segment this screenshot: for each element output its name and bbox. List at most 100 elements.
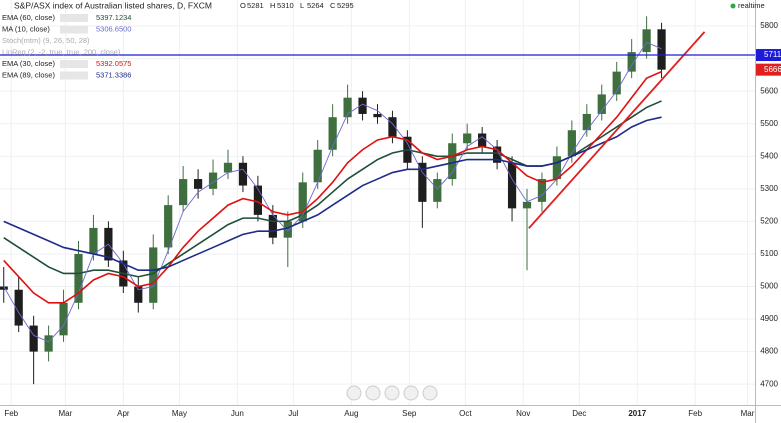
candle-body (238, 162, 248, 186)
candle-body (283, 221, 292, 238)
price-tag-label: 5666 (764, 65, 781, 74)
ohlc-label: L (300, 1, 304, 10)
legend-name: EMA (30, close) (2, 59, 55, 68)
candle-body (373, 113, 382, 118)
price-tag (756, 49, 781, 62)
candle-body (253, 185, 263, 215)
scroll-left[interactable] (346, 385, 362, 401)
legend-value: 5306.6500 (96, 24, 131, 33)
candle-body (134, 286, 143, 303)
candle-body (627, 52, 636, 72)
x-tick-label: Jun (231, 409, 244, 418)
indicator-line (3, 116, 662, 272)
candle-body (582, 113, 591, 131)
legend-buttons (60, 60, 88, 68)
candle-body (0, 286, 8, 290)
legend-value: 5392.0575 (96, 59, 131, 68)
candle-body (522, 201, 532, 209)
reset[interactable] (384, 385, 400, 401)
legend-value: 5371.3386 (96, 70, 131, 79)
candle-body (388, 117, 397, 137)
ohlc-label: H (270, 1, 275, 10)
candle-body (298, 182, 307, 222)
x-tick-label: Mar (741, 409, 755, 418)
hidden-indicator: LinReg (2, -2, true, true, 200, close) (2, 47, 121, 56)
candle-body (433, 179, 442, 202)
ohlc-label: C (330, 1, 336, 10)
ohlc-value: 5264 (307, 1, 324, 10)
trendline (528, 31, 706, 229)
candle-body (492, 146, 502, 163)
status-dot (730, 3, 736, 9)
y-tick-label: 5500 (760, 119, 778, 128)
candle-body (59, 302, 68, 336)
scroll-right[interactable] (422, 385, 438, 401)
y-tick-label: 5800 (760, 21, 778, 30)
candle-body (179, 179, 188, 206)
x-tick-label: Jul (288, 409, 298, 418)
hidden-indicator: Stoch(mtm) (9, 26, 50, 28) (2, 36, 90, 45)
status: realtime (738, 1, 765, 10)
y-tick-label: 4900 (760, 314, 778, 323)
legend-name: EMA (60, close) (2, 13, 55, 22)
indicator-line (3, 70, 662, 304)
price-tag-label: 5711 (764, 50, 781, 59)
y-tick-label: 4800 (760, 347, 778, 356)
indicator-line (3, 41, 662, 343)
x-tick-label: Mar (59, 409, 73, 418)
candle-body (597, 94, 606, 114)
nav-buttons (346, 385, 438, 401)
candle-body (14, 289, 23, 326)
x-tick-label: Oct (459, 409, 472, 418)
plot-area (0, 0, 755, 405)
zoom-in[interactable] (403, 385, 419, 401)
ohlc-value: 5310 (277, 1, 294, 10)
y-tick-label: 4700 (760, 379, 778, 388)
price-tag (756, 63, 781, 76)
candle-body (149, 247, 158, 303)
legend-name: MA (10, close) (2, 24, 50, 33)
candle-body (657, 29, 666, 70)
legend-buttons (60, 71, 88, 80)
candle-body (268, 214, 277, 238)
candle-body (552, 156, 562, 180)
x-tick-label: Aug (344, 409, 358, 418)
legend: S&P/ASX index of Australian listed share… (2, 0, 765, 80)
legend-buttons (60, 25, 88, 34)
candle-body (343, 97, 352, 118)
x-tick-label: Sep (402, 409, 417, 418)
candle-body (642, 29, 651, 53)
candle-body (478, 133, 487, 147)
x-tick-label: Feb (4, 409, 18, 418)
y-tick-label: 5300 (760, 184, 778, 193)
candle-body (567, 130, 576, 157)
y-tick-label: 5000 (760, 282, 778, 291)
candle-body (208, 172, 218, 189)
candle-body (463, 133, 472, 144)
ohlc-label: O (240, 1, 246, 10)
chart-title: S&P/ASX index of Australian listed share… (14, 0, 212, 10)
candle-body (74, 253, 83, 303)
y-tick-label: 5600 (760, 86, 778, 95)
candle-body (328, 117, 337, 150)
candle-body (193, 179, 203, 189)
x-tick-label: 2017 (628, 409, 646, 418)
ohlc-value: 5295 (337, 1, 354, 10)
x-tick-label: Feb (688, 409, 702, 418)
candle-body (164, 205, 173, 248)
x-tick-label: Dec (572, 409, 586, 418)
candle-body (448, 143, 457, 180)
candle-body (612, 71, 621, 95)
legend-buttons (60, 14, 88, 22)
candle-body (313, 149, 322, 183)
zoom-out[interactable] (365, 385, 381, 401)
candle-body (89, 227, 98, 254)
x-tick-label: Apr (117, 409, 130, 418)
candle-body (223, 162, 233, 173)
candle-body (358, 97, 367, 114)
y-tick-label: 5200 (760, 216, 778, 225)
legend-name: EMA (89, close) (2, 70, 55, 79)
y-tick-label: 5100 (760, 249, 778, 258)
